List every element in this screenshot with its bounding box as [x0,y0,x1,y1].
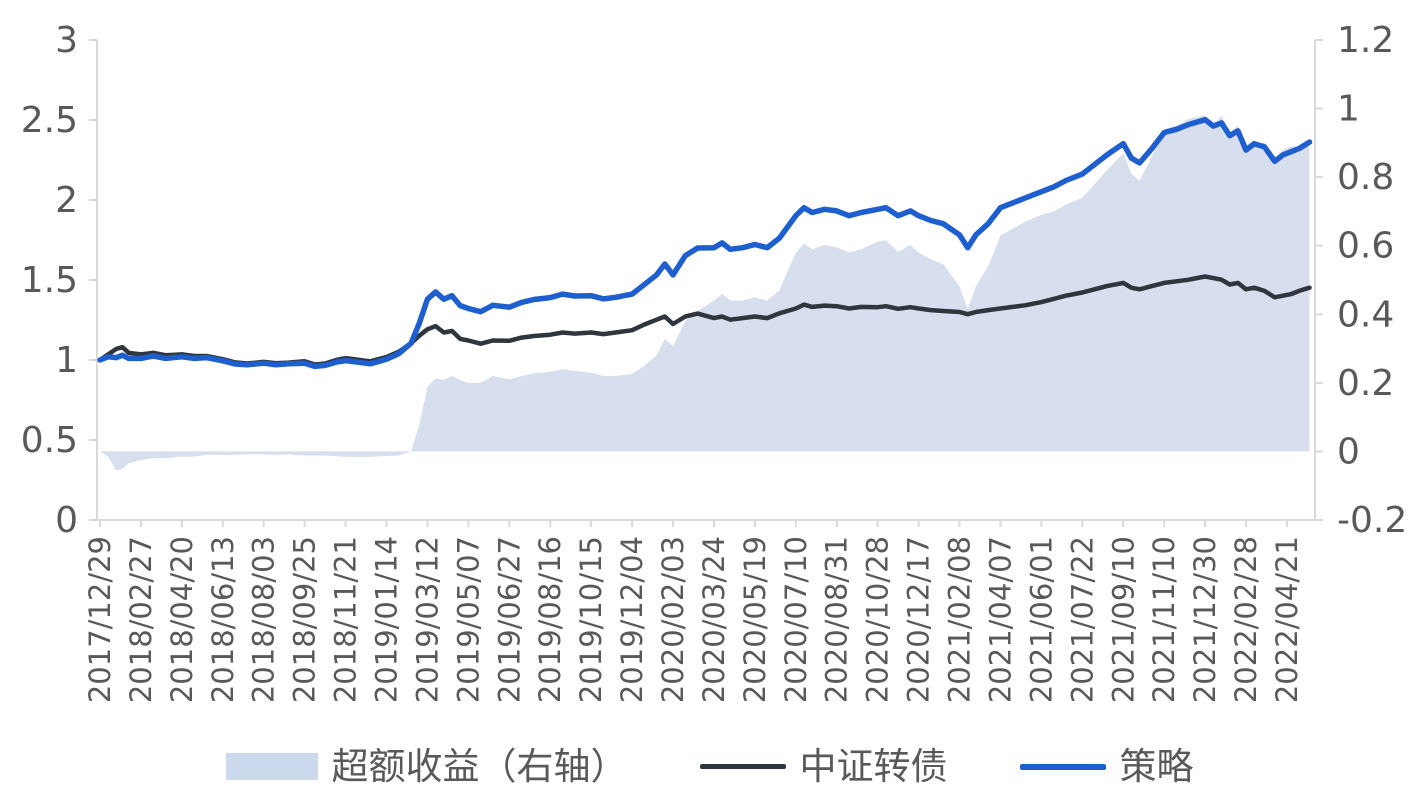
legend-item-csi-convertible-bond: 中证转债 [699,745,948,788]
x-axis-tick-label: 2019/05/07 [451,536,485,703]
x-axis-tick-label: 2019/10/15 [574,536,608,703]
x-axis-tick-label: 2017/12/29 [83,536,117,703]
series-strategy-line [97,116,1313,370]
x-axis-tick-label: 2020/07/10 [779,536,813,703]
right-axis-tick-label: 0.4 [1337,294,1394,335]
x-axis-tick-label: 2020/08/31 [820,536,854,703]
right-axis-tick-label: 0.6 [1337,226,1394,267]
x-axis-tick-label: 2021/04/07 [983,536,1017,703]
x-axis-tick-label: 2021/11/10 [1147,536,1181,703]
legend-item-strategy: 策略 [1019,745,1194,788]
x-axis-tick-label: 2020/10/28 [861,536,895,703]
legend-label-csi-convertible-bond: 中证转债 [799,745,948,788]
legend: 超额收益（右轴） 中证转债 策略 [0,748,1419,785]
x-axis-tick-label: 2021/02/08 [943,536,977,703]
x-axis-tick-label: 2019/03/12 [410,536,444,703]
x-axis-tick-label: 2018/09/25 [288,536,322,703]
left-axis-tick-label: 0.5 [21,420,78,461]
x-axis-tick-label: 2018/06/13 [206,536,240,703]
x-axis-tick-label: 2022/04/21 [1270,536,1304,703]
right-axis-tick-label: 0.2 [1337,363,1394,404]
x-axis-tick-label: 2019/01/14 [370,536,404,703]
series-excess-return-area [100,115,1310,471]
right-axis-tick-label: 0.8 [1337,157,1394,198]
area-swatch-icon [225,753,318,780]
blue-line-swatch-icon [1019,763,1106,770]
x-axis-tick-label: 2019/08/16 [533,536,567,703]
right-axis-tick-label: 1.2 [1337,20,1394,61]
x-axis-tick-label: 2018/08/03 [247,536,281,703]
dark-line-swatch-icon [699,764,786,769]
x-axis-tick-label: 2018/04/20 [165,536,199,703]
right-axis-tick-label: 1 [1337,89,1360,130]
x-axis-tick-label: 2020/12/17 [902,536,936,703]
left-axis-tick-label: 1 [55,340,78,381]
x-axis-tick-label: 2018/11/21 [329,536,363,703]
x-axis-tick-label: 2020/02/03 [656,536,690,703]
left-axis-tick-label: 1.5 [21,260,78,301]
x-axis-tick-label: 2020/05/19 [738,536,772,703]
x-axis-tick-label: 2021/09/10 [1106,536,1140,703]
x-axis-tick-label: 2022/02/28 [1229,536,1263,703]
legend-item-excess-return: 超额收益（右轴） [225,745,628,788]
left-axis-tick-label: 2.5 [21,100,78,141]
left-axis-tick-label: 2 [55,180,78,221]
legend-label-strategy: 策略 [1119,745,1194,788]
legend-label-excess-return: 超额收益（右轴） [331,745,628,788]
left-axis-tick-label: 3 [55,20,78,61]
right-axis-tick-label: -0.2 [1337,500,1407,541]
x-axis-tick-label: 2021/12/30 [1188,536,1222,703]
x-axis-tick-label: 2019/12/04 [615,536,649,703]
x-axis-tick-label: 2018/02/27 [124,536,158,703]
right-axis-tick-label: 0 [1337,431,1360,472]
x-axis-tick-label: 2019/06/27 [492,536,526,703]
x-axis-tick-label: 2021/07/22 [1065,536,1099,703]
x-axis-tick-label: 2020/03/24 [697,536,731,703]
x-axis-tick-label: 2021/06/01 [1024,536,1058,703]
left-axis-tick-label: 0 [55,500,78,541]
